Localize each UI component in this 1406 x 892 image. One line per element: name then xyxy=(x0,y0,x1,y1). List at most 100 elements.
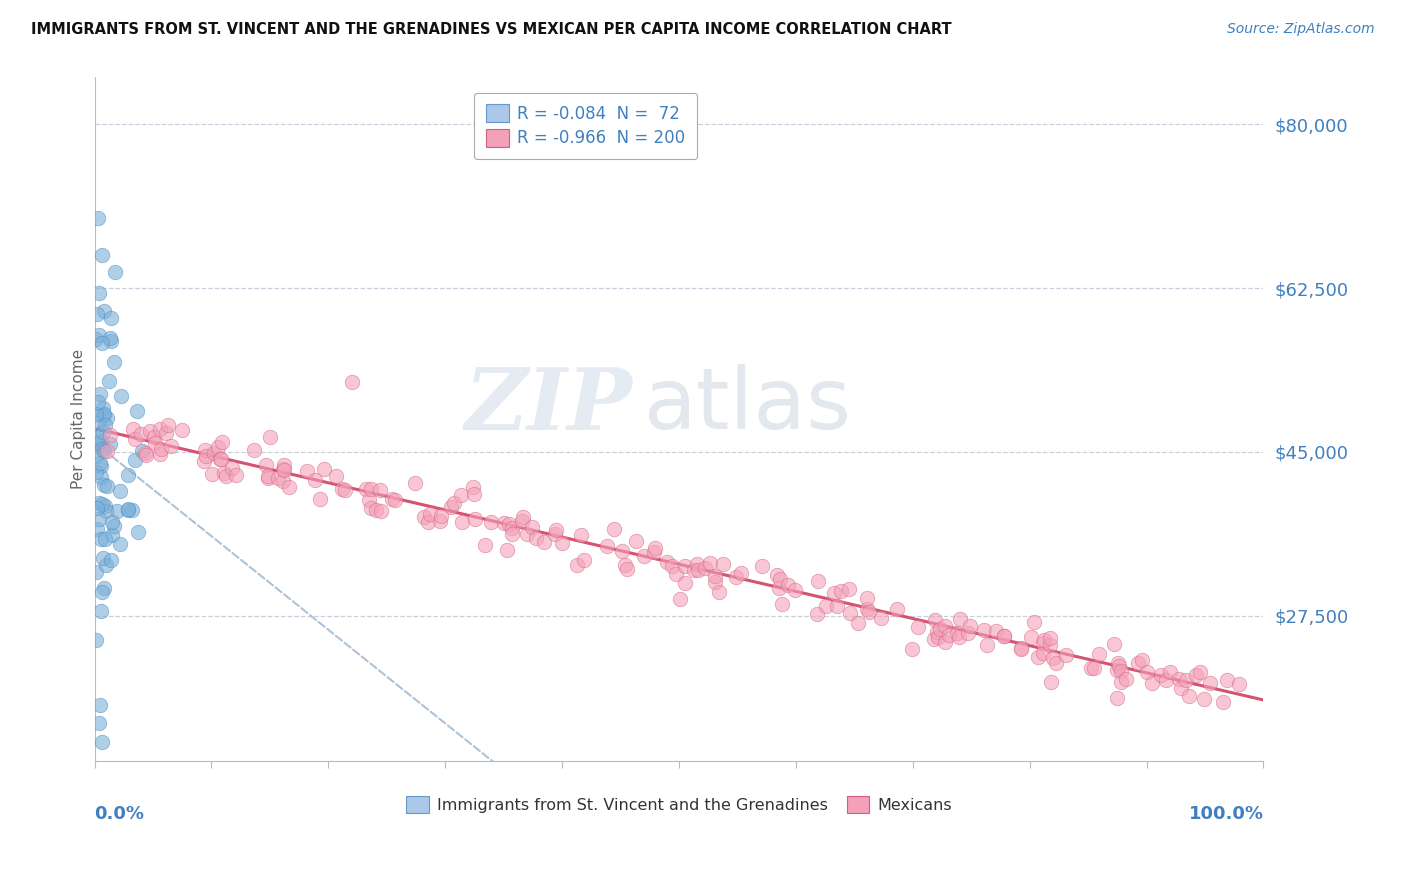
Point xyxy=(208,452,231,467)
Point xyxy=(340,375,363,389)
Point xyxy=(1033,633,1056,648)
Point xyxy=(159,439,181,453)
Point xyxy=(266,471,288,485)
Point xyxy=(90,248,112,262)
Point xyxy=(1178,689,1201,703)
Point xyxy=(778,578,800,592)
Point xyxy=(87,429,110,443)
Point xyxy=(94,532,117,546)
Point xyxy=(924,614,946,628)
Point xyxy=(1080,661,1102,675)
Point xyxy=(1192,692,1215,706)
Point xyxy=(335,483,357,497)
Point xyxy=(98,437,121,451)
Point xyxy=(354,482,377,496)
Point xyxy=(1227,677,1250,691)
Point xyxy=(1159,665,1181,679)
Point xyxy=(1102,637,1125,651)
Point xyxy=(89,387,111,401)
Point xyxy=(1107,663,1129,677)
Point xyxy=(1216,673,1239,687)
Point xyxy=(87,211,110,225)
Point xyxy=(838,582,860,596)
Point xyxy=(84,407,107,421)
Point xyxy=(97,375,120,389)
Point xyxy=(699,556,721,570)
Point xyxy=(440,500,463,514)
Point xyxy=(661,559,683,574)
Point xyxy=(90,735,112,749)
Point xyxy=(117,501,139,516)
Point xyxy=(925,625,948,640)
Point xyxy=(616,561,638,575)
Point xyxy=(370,504,392,518)
Point xyxy=(143,430,166,444)
Point xyxy=(108,484,131,499)
Point xyxy=(221,460,243,475)
Point xyxy=(501,527,523,541)
Point xyxy=(207,440,229,454)
Y-axis label: Per Capita Income: Per Capita Income xyxy=(72,349,86,489)
Point xyxy=(359,493,381,508)
Point xyxy=(450,488,472,502)
Point xyxy=(90,533,112,547)
Point xyxy=(84,465,107,479)
Point xyxy=(135,449,157,463)
Point xyxy=(510,514,533,528)
Point xyxy=(91,336,114,351)
Point xyxy=(330,482,353,496)
Point xyxy=(131,444,153,458)
Point xyxy=(90,604,112,618)
Point xyxy=(838,606,860,620)
Point xyxy=(404,475,426,490)
Point xyxy=(551,536,574,550)
Point xyxy=(87,394,110,409)
Point xyxy=(450,515,472,529)
Point xyxy=(1045,656,1067,670)
Point xyxy=(693,561,716,575)
Point xyxy=(858,606,880,620)
Point xyxy=(138,425,160,439)
Point xyxy=(673,575,696,590)
Point xyxy=(603,522,626,536)
Point xyxy=(278,480,301,494)
Point xyxy=(91,425,114,439)
Point xyxy=(1010,641,1032,656)
Point xyxy=(170,423,193,437)
Point xyxy=(107,504,129,518)
Text: atlas: atlas xyxy=(644,364,852,447)
Point xyxy=(89,716,111,731)
Point xyxy=(103,518,125,533)
Point xyxy=(360,500,382,515)
Point xyxy=(711,557,734,571)
Point xyxy=(934,619,956,633)
Point xyxy=(686,557,709,571)
Point xyxy=(110,389,132,403)
Point xyxy=(1108,659,1130,673)
Point xyxy=(96,504,118,518)
Point xyxy=(783,582,806,597)
Point xyxy=(1032,646,1054,660)
Point xyxy=(100,427,122,442)
Point xyxy=(1175,673,1198,687)
Point xyxy=(512,509,534,524)
Point xyxy=(907,620,929,634)
Point xyxy=(117,468,139,483)
Point xyxy=(1010,641,1032,656)
Point xyxy=(89,456,111,470)
Point xyxy=(643,545,665,559)
Point xyxy=(806,607,828,622)
Point xyxy=(194,443,217,458)
Point xyxy=(100,553,122,567)
Point xyxy=(127,524,149,539)
Point xyxy=(1054,648,1077,663)
Point xyxy=(89,285,111,300)
Text: Source: ZipAtlas.com: Source: ZipAtlas.com xyxy=(1227,22,1375,37)
Point xyxy=(429,508,451,523)
Point xyxy=(668,592,690,607)
Point xyxy=(565,558,588,573)
Point xyxy=(104,265,127,279)
Point xyxy=(993,629,1015,643)
Point xyxy=(96,444,118,458)
Point xyxy=(325,468,347,483)
